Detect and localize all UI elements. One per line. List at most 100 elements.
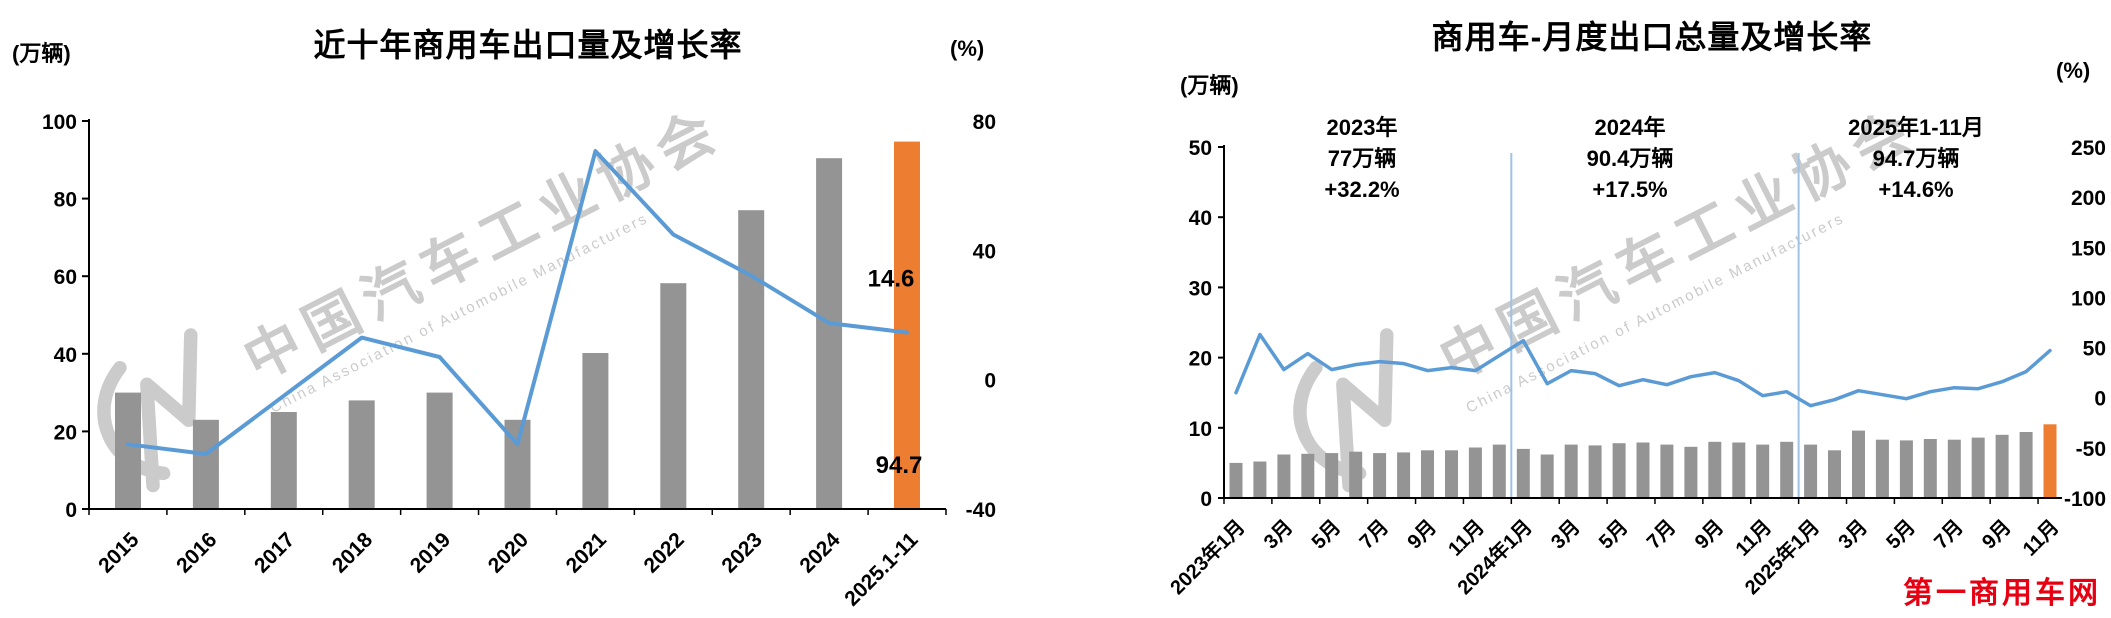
export-volume-bar [1899,440,1913,498]
export-volume-bar [1708,441,1722,498]
x-axis-category-label: 7月 [1356,516,1394,554]
y-axis-tick-label: 0 [1200,488,1212,511]
y-axis-tick-label: 60 [54,266,77,289]
secondary-y-axis-tick-label: -40 [966,499,996,522]
x-axis-category-label: 11月 [2019,516,2064,561]
x-axis-category-label: 9月 [1403,516,1441,554]
y-axis-tick-label: 10 [1189,418,1212,441]
export-volume-bar [1492,444,1506,498]
y-axis-tick-label: 20 [54,421,77,444]
secondary-y-axis-tick-label: 100 [2071,287,2106,310]
growth-rate-line [1234,332,2052,408]
export-volume-bar [348,400,375,509]
cam-logo-icon [97,328,198,493]
secondary-y-axis-tick-label: 200 [2071,187,2106,210]
export-volume-bar [115,392,141,509]
export-volume-bar [1564,444,1578,498]
annual-left-axis-unit: (万辆) [12,41,71,66]
export-volume-bar [1732,442,1746,498]
export-volume-bar [1516,448,1530,498]
secondary-y-axis-tick-label: -50 [2076,438,2106,461]
x-axis-category-label: 5月 [1882,516,1920,554]
export-volume-bar [1421,450,1434,498]
annotation-2023-summary: 2023年 77万辆 +32.2% [1324,112,1399,206]
export-volume-bar [1828,450,1841,498]
export-volume-bar [2019,432,2033,498]
annotation-line: +32.2% [1324,177,1400,203]
y-axis-tick-label: 100 [42,111,77,134]
export-volume-bar [1253,461,1267,498]
y-axis-tick-label: 0 [65,499,77,522]
export-volume-bar [1684,446,1698,498]
export-volume-bar [1612,443,1626,498]
export-volume-bar [1852,430,1865,498]
cam-watermark: 中国汽车工业协会 China Association of Automobile… [1245,57,1955,528]
annual-chart-title: 近十年商用车出口量及增长率 [313,27,743,63]
y-axis-tick-label: 50 [1189,137,1212,160]
export-volume-bar [1373,453,1387,498]
export-volume-bar [738,210,765,509]
export-volume-bar [1445,450,1458,498]
export-volume-bar [1971,437,1985,498]
site-watermark: 第一商用车网 [1903,577,2101,610]
export-volume-bar [1325,453,1339,498]
annotation-line: 90.4万辆 [1586,146,1674,172]
secondary-y-axis-tick-label: 40 [973,240,996,263]
export-volume-bar [426,392,453,509]
export-volume-bar [1397,452,1411,498]
secondary-y-axis-tick-label: 150 [2071,237,2106,260]
export-volume-bar [1947,439,1961,498]
export-volume-bar [660,283,687,509]
export-volume-bar [1875,439,1889,498]
export-volume-bar [1468,447,1482,498]
annotation-line: 77万辆 [1327,146,1397,172]
x-axis-category-label: 3月 [1260,516,1298,554]
cam-watermark: 中国汽车工业协会 China Association of Automobile… [49,57,759,528]
annotation-2025-summary: 2025年1-11月 94.7万辆 +14.6% [1848,112,1984,206]
x-axis-category-label: 9月 [1691,516,1729,554]
annotation-line: 94.7万辆 [1872,146,1960,172]
export-volume-bar [270,412,297,509]
bar-end-data-label: 94.7 [876,452,923,479]
secondary-y-axis-tick-label: 250 [2071,137,2106,160]
x-axis-category-label: 3月 [1547,516,1585,554]
x-axis-category-label: 7月 [1643,516,1681,554]
export-volume-bar [1349,451,1363,498]
export-volume-bar [1229,462,1243,498]
monthly-right-axis-unit: (%) [2056,58,2091,83]
export-volume-bar [1660,444,1674,498]
x-axis-category-label: 3月 [1834,516,1872,554]
secondary-y-axis-tick-label: -100 [2064,488,2106,511]
export-volume-bar [894,141,920,509]
annual-right-axis-unit: (%) [950,36,985,61]
export-volume-bar [1540,454,1554,498]
export-volume-bar [1995,434,2009,498]
export-volume-bar [582,353,609,509]
export-volume-bar [1301,453,1315,498]
x-axis-category-label: 9月 [1978,516,2016,554]
secondary-y-axis-tick-label: 0 [2094,388,2106,411]
annotation-line: 2023年 [1326,115,1398,140]
x-axis-category-label: 7月 [1930,516,1968,554]
monthly-left-axis-unit: (万辆) [1180,73,1239,98]
x-axis-category-label: 5月 [1595,516,1633,554]
annotation-line: +17.5% [1592,177,1668,203]
export-volume-bar [1804,444,1818,498]
export-volume-bar [1636,442,1650,498]
y-axis-tick-label: 40 [54,344,77,367]
x-axis-category-label: 5月 [1308,516,1346,554]
export-volume-bar [2043,424,2057,498]
annotation-line: 2024年 [1594,115,1666,140]
cam-logo-icon [1293,328,1394,493]
monthly-chart-title: 商用车-月度出口总量及增长率 [1431,19,1873,55]
export-volume-bar [1588,445,1602,498]
annotation-line: 2025年1-11月 [1848,115,1984,140]
annotation-2024-summary: 2024年 90.4万辆 +17.5% [1587,112,1674,206]
export-volume-bar [1756,444,1770,498]
export-volume-bar [1923,439,1937,498]
